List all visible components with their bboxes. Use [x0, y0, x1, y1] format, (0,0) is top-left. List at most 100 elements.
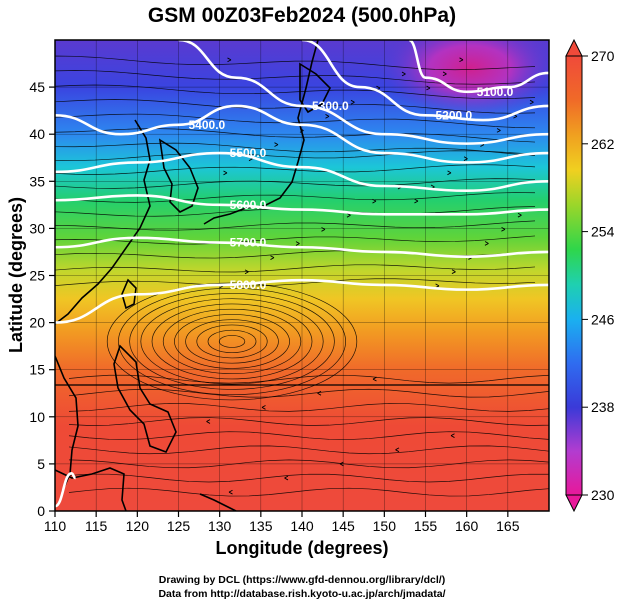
streamline-arrow: [274, 142, 279, 147]
streamline-gyre: [151, 303, 313, 380]
colorbar-top-arrow: [565, 38, 583, 57]
height-contours: 5100.0 5200.0 5300.0 5400.0 5500.0 5600.0 5700…: [55, 40, 549, 508]
y-tick-label: 30: [29, 220, 45, 236]
x-axis-ticks: 110 115 120 125 130 135 140 145 150 155 160 165: [44, 511, 520, 534]
streamline: [68, 445, 549, 455]
y-tick-label: 15: [29, 362, 45, 378]
streamline: [55, 235, 536, 245]
colorbar-tick-label: 246: [591, 311, 615, 327]
streamline: [55, 264, 536, 273]
y-tick-label: 25: [29, 268, 45, 284]
coastline-hokkaido: [299, 62, 331, 114]
streamline: [68, 473, 549, 483]
streamline-gyre: [162, 308, 302, 375]
contour-label: 5400.0: [189, 118, 226, 132]
height-contour: [55, 472, 76, 508]
streamline: [55, 192, 536, 203]
height-contour: [55, 236, 549, 258]
streamline-arrow: [295, 241, 300, 246]
contour-label: 5600.0: [230, 198, 267, 212]
streamline-arrow: [325, 114, 330, 119]
plot-area: 5100.0 5200.0 5300.0 5400.0 5500.0 5600.0 5700…: [55, 40, 549, 511]
y-tick-label: 5: [37, 456, 45, 472]
coastline-philippines: [113, 344, 177, 454]
streamline: [55, 164, 536, 175]
streamline: [55, 99, 536, 114]
chart-title: GSM 00Z03Feb2024 (500.0hPa): [148, 4, 456, 27]
colorbar-tick-label: 254: [591, 224, 615, 240]
streamline: [55, 55, 536, 71]
y-tick-label: 40: [29, 126, 45, 142]
streamline-arrow: [270, 255, 275, 260]
streamline-arrow: [463, 156, 468, 161]
x-axis-label: Longitude (degrees): [215, 538, 388, 558]
streamline-arrow: [517, 212, 522, 218]
contour-label: 5100.0: [477, 85, 514, 99]
coastline-newguinea: [199, 493, 237, 511]
streamline: [55, 278, 536, 287]
streamline-arrow: [447, 170, 452, 176]
colorbar-body: [565, 55, 583, 496]
x-tick-label: 145: [331, 518, 355, 534]
colorbar-tick-label: 230: [591, 487, 615, 503]
streamline-gyre: [118, 287, 346, 396]
streamline-arrow: [350, 99, 355, 105]
credit-drawing: Drawing by DCL (https://www.gfd-dennou.o…: [159, 574, 445, 586]
streamline: [55, 178, 536, 189]
streamline-gyre: [129, 293, 335, 390]
streamline: [55, 84, 536, 100]
streamline-arrow: [372, 376, 377, 382]
y-tick-label: 20: [29, 315, 45, 331]
streamline-gyre: [218, 335, 246, 348]
streamline-gyre: [174, 314, 290, 369]
streamline-arrow: [321, 227, 326, 232]
colorbar: 230 238 246 254 262 270: [565, 38, 615, 513]
streamline-gyre: [207, 329, 257, 354]
y-tick-label: 10: [29, 409, 45, 425]
y-tick-label: 35: [29, 173, 45, 189]
coastline-japan: [203, 40, 319, 225]
y-tick-label: 45: [29, 79, 45, 95]
streamline: [68, 417, 549, 426]
colorbar-tick-label: 238: [591, 399, 615, 415]
contour-label: 5300.0: [312, 99, 349, 113]
colorbar-bottom-arrow: [565, 494, 583, 513]
y-tick-label: 0: [37, 503, 45, 519]
streamline-arrow: [372, 198, 377, 204]
streamline: [68, 431, 549, 440]
cold-core: [380, 40, 549, 118]
contour-label: 5500.0: [230, 146, 267, 160]
streamline: [55, 142, 536, 156]
streamline: [68, 459, 549, 469]
streamline-arrow: [244, 269, 249, 275]
x-tick-label: 160: [455, 518, 479, 534]
contour-label: 5700.0: [230, 236, 267, 250]
y-axis-label: Latitude (degrees): [6, 197, 26, 353]
streamline-arrow: [401, 71, 406, 77]
height-contour: [55, 104, 549, 164]
x-tick-label: 155: [414, 518, 438, 534]
streamline: [55, 220, 536, 231]
x-tick-label: 130: [208, 518, 232, 534]
streamline-arrow: [228, 489, 233, 495]
streamline-arrow: [501, 226, 506, 232]
colorbar-tick-label: 262: [591, 136, 615, 152]
streamline-gyre: [196, 324, 268, 359]
streamline-arrow: [451, 269, 456, 274]
coastline-korea: [158, 138, 199, 213]
streamline-arrow: [442, 71, 447, 77]
streamline-arrow: [496, 128, 501, 133]
gridlines: [55, 40, 549, 511]
contour-label: 5800.0: [230, 278, 267, 292]
streamline-arrow: [459, 57, 464, 63]
height-contour: [178, 40, 549, 145]
streamline-arrow: [484, 241, 489, 246]
streamline-arrow: [339, 461, 344, 467]
y-axis-ticks: 0 5 10 15 20 25 30 35 40 45: [29, 79, 55, 519]
streamline: [68, 487, 549, 497]
coastline-borneo: [55, 467, 127, 511]
streamline-arrow: [223, 170, 228, 176]
height-contour: [55, 278, 549, 324]
colorbar-tick-label: 270: [591, 48, 615, 64]
